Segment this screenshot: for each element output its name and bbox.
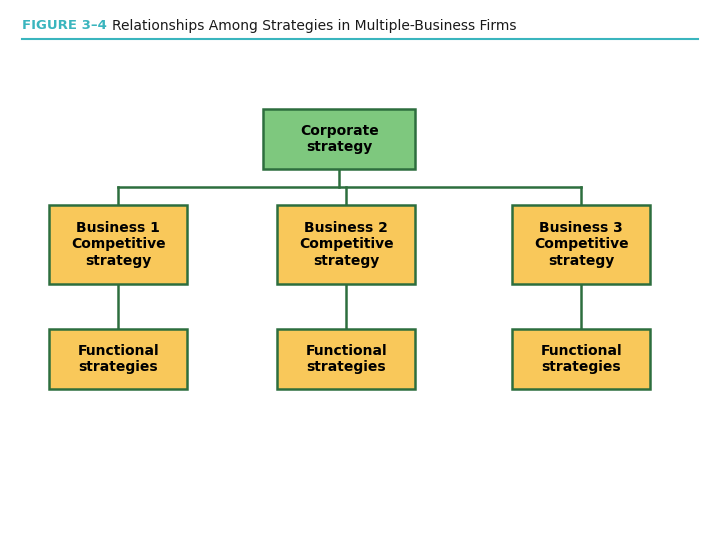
Text: Business 1
Competitive
strategy: Business 1 Competitive strategy <box>71 221 166 268</box>
Text: Functional
strategies: Functional strategies <box>77 344 159 374</box>
Text: Business 2
Competitive
strategy: Business 2 Competitive strategy <box>299 221 394 268</box>
FancyBboxPatch shape <box>277 329 415 389</box>
FancyBboxPatch shape <box>264 109 415 168</box>
FancyBboxPatch shape <box>277 205 415 284</box>
Text: Corporate
strategy: Corporate strategy <box>300 124 379 154</box>
FancyBboxPatch shape <box>512 205 650 284</box>
FancyBboxPatch shape <box>49 205 187 284</box>
FancyBboxPatch shape <box>512 329 650 389</box>
Text: Relationships Among Strategies in Multiple-Business Firms: Relationships Among Strategies in Multip… <box>112 19 516 33</box>
Text: Business 3
Competitive
strategy: Business 3 Competitive strategy <box>534 221 629 268</box>
Text: FIGURE 3–4: FIGURE 3–4 <box>22 19 107 32</box>
Text: Functional
strategies: Functional strategies <box>305 344 387 374</box>
FancyBboxPatch shape <box>49 329 187 389</box>
Text: Functional
strategies: Functional strategies <box>541 344 622 374</box>
